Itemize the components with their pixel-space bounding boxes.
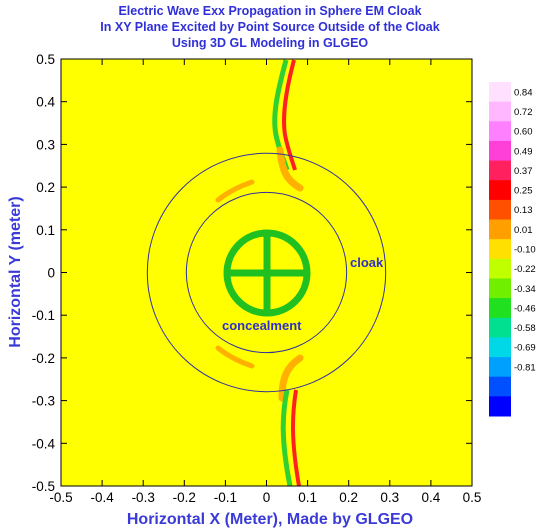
- x-tick-label: -0.4: [90, 490, 114, 505]
- x-tick-label: 0.2: [339, 490, 358, 505]
- y-axis-label: Horizontal Y (meter): [7, 196, 24, 347]
- colorbar-label: 0.84: [514, 87, 533, 98]
- x-tick-label: -0.2: [173, 490, 196, 505]
- colorbar-swatch: [489, 199, 511, 221]
- colorbar-swatch: [489, 180, 511, 201]
- colorbar-label: -0.34: [514, 284, 536, 295]
- chart-title-line-3: Using 3D GL Modeling in GLGEO: [172, 36, 369, 50]
- cloak-outer-circle: [146, 152, 387, 393]
- colorbar-label: -0.69: [514, 343, 536, 354]
- colorbar-label: -0.46: [514, 303, 536, 314]
- colorbar-swatch: [489, 121, 511, 142]
- y-tick-label: -0.1: [32, 308, 55, 323]
- colorbar-label: 0.25: [514, 186, 533, 197]
- y-tick-label: -0.4: [32, 436, 56, 451]
- colorbar-label: -0.81: [514, 362, 536, 373]
- wavefront-lower-red: [291, 389, 301, 486]
- colorbar-swatch: [489, 357, 511, 378]
- colorbar-swatch: [489, 278, 511, 299]
- colorbar-label: -0.58: [514, 323, 536, 334]
- colorbar-label: 0.72: [514, 107, 533, 118]
- colorbar-label: 0.60: [514, 127, 533, 138]
- colorbar-swatch: [489, 82, 511, 103]
- colorbar-label: -0.22: [514, 264, 536, 275]
- colorbar-label: 0.13: [514, 205, 533, 216]
- chart-title-line-1: Electric Wave Exx Propagation in Sphere …: [118, 4, 421, 18]
- x-tick-label: 0: [263, 490, 271, 505]
- y-axis-ticks: 0.5 0.4 0.3 0.2 0.1 0 -0.1 -0.2 -0.3 -0.4 -0.5: [32, 52, 472, 494]
- concealment-label: concealment: [222, 318, 302, 333]
- colorbar-label: 0.01: [514, 225, 533, 236]
- colorbar-label: 0.37: [514, 166, 533, 177]
- cloak-label: cloak: [350, 255, 384, 270]
- y-tick-label: 0.3: [36, 137, 55, 152]
- wavefront-lower-green: [280, 389, 293, 486]
- concealment-inner-circle: [185, 191, 348, 354]
- y-tick-label: -0.3: [32, 394, 55, 409]
- y-tick-label: 0.5: [36, 52, 55, 67]
- wavefront-lower-orange: [278, 354, 304, 402]
- y-tick-label: 0.1: [36, 223, 55, 238]
- colorbar-swatch: [489, 337, 511, 358]
- y-tick-label: 0.4: [36, 95, 55, 110]
- colorbar-swatch: [489, 101, 511, 122]
- y-tick-label: 0.2: [36, 180, 55, 195]
- x-tick-label: -0.1: [214, 490, 237, 505]
- wavefront-upper-orange: [276, 146, 304, 192]
- x-tick-label: 0.5: [463, 490, 482, 505]
- x-tick-label: 0.1: [298, 490, 317, 505]
- x-tick-label: 0.4: [422, 490, 441, 505]
- y-tick-label: 0: [47, 266, 55, 281]
- y-tick-label: -0.2: [32, 351, 55, 366]
- x-axis-label: Horizontal X (Meter), Made by GLGEO: [127, 511, 413, 528]
- wavefront-upper-red: [282, 59, 297, 171]
- chart-title-line-2: In XY Plane Excited by Point Source Outs…: [100, 20, 439, 34]
- colorbar: 0.84 0.72 0.60 0.49 0.37 0.25 0.13 0.01 -0.10 -0.…: [489, 82, 536, 417]
- colorbar-swatch: [489, 376, 511, 397]
- colorbar-swatch: [489, 298, 511, 319]
- colorbar-swatch: [489, 396, 511, 417]
- colorbar-label: 0.49: [514, 146, 533, 157]
- concealed-object-symbol: [223, 229, 311, 317]
- x-tick-label: -0.3: [132, 490, 155, 505]
- colorbar-swatch: [489, 160, 511, 181]
- colorbar-swatch: [489, 258, 511, 279]
- colorbar-swatch: [489, 140, 511, 162]
- scatter-upper-left: [215, 179, 255, 203]
- colorbar-swatch: [489, 219, 511, 240]
- x-tick-label: 0.3: [380, 490, 399, 505]
- plot-area: [60, 58, 473, 487]
- y-tick-label: -0.5: [32, 479, 55, 494]
- x-axis-ticks: -0.5 -0.4 -0.3 -0.2 -0.1 0 0.1 0.2 0.3 0.4 0.5: [49, 59, 481, 505]
- colorbar-swatch: [489, 317, 511, 338]
- colorbar-label: -0.10: [514, 245, 536, 256]
- scatter-lower-left: [215, 345, 255, 369]
- wave-field: [146, 59, 387, 486]
- colorbar-swatch: [489, 239, 511, 260]
- x-tick-label: -0.5: [49, 490, 72, 505]
